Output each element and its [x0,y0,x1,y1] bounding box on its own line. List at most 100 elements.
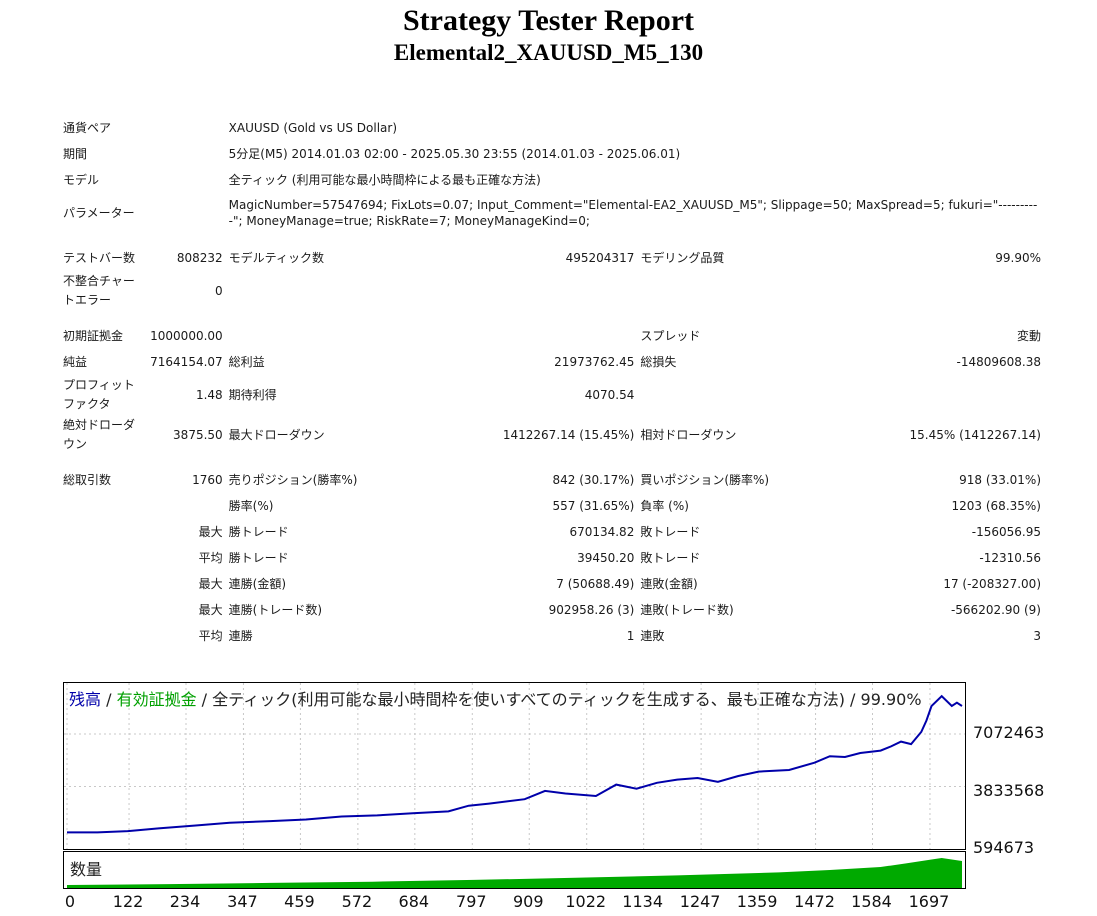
x-tick-label: 122 [112,892,144,911]
row-bars: テストバー数 808232 モデルティック数 495204317 モデリング品質… [60,245,1044,271]
deposit-label: 初期証拠金 [63,328,124,343]
net-label: 純益 [63,354,88,369]
row-avg-cons: 平均 連勝 1 連敗 3 [60,623,1044,649]
cons-loss-trades-label: 連敗(トレード数) [640,602,734,617]
cons-win-label: 連勝(金額) [228,576,287,591]
expected-label: 期待利得 [228,387,277,402]
row-model: モデル 全ティック (利用可能な最小時間枠による最も正確な方法) [60,167,1044,193]
pair-value: XAUUSD (Gold vs US Dollar) [228,120,398,135]
avg-cons-loss-label: 連敗 [640,628,665,643]
x-tick-label: 797 [456,892,487,911]
x-tick-label: 1134 [622,892,664,911]
y-tick-label: 594673 [973,838,1035,857]
model-value: 全ティック (利用可能な最小時間枠による最も正確な方法) [228,172,541,187]
x-tick-label: 1472 [794,892,835,911]
spread-value: 変動 [1016,328,1041,343]
period-value: 5分足(M5) 2014.01.03 02:00 - 2025.05.30 23… [228,146,681,161]
legend-separator: / [101,690,117,709]
row-drawdown: 絶対ドローダウン 3875.50 最大ドローダウン 1412267.14 (15… [60,415,1044,455]
abs-dd-label: 絶対ドローダウン [63,418,136,451]
row-largest: 最大 勝トレード 670134.82 敗トレード -156056.95 [60,519,1044,545]
volume-chart: 数量 [63,851,966,889]
x-tick-label: 1359 [736,892,778,911]
row-average: 平均 勝トレード 39450.20 敗トレード -12310.56 [60,545,1044,571]
bars-value: 808232 [176,250,223,265]
balance-chart-svg [64,683,965,849]
cons-loss-label: 連敗(金額) [640,576,698,591]
legend-balance: 残高 [69,690,102,709]
balance-line [67,694,963,834]
pf-label: プロフィットファクタ [63,378,135,411]
max-word: 最大 [198,524,223,539]
loss-label: 負率 (%) [640,498,689,513]
max-dd-value: 1412267.14 (15.45%) [502,427,635,442]
largest-loss-value: -156056.95 [971,524,1041,539]
max-word: 最大 [198,602,223,617]
report-title: Strategy Tester Report [402,4,695,37]
largest-loss-label: 敗トレード [640,524,701,539]
avg-win-value: 39450.20 [577,550,635,565]
gross-profit-value: 21973762.45 [554,354,635,369]
x-tick-label: 1584 [851,892,892,911]
row-deposit: 初期証拠金 1000000.00 スプレッド 変動 [60,323,1044,349]
short-label: 売りポジション(勝率%) [228,472,358,487]
volume-label: 数量 [70,860,103,879]
x-tick-label: 1247 [679,892,721,911]
quality-label: モデリング品質 [640,250,725,265]
x-tick-label: 684 [398,892,430,911]
short-value: 842 (30.17%) [552,472,635,487]
param-label: パラメーター [63,205,135,220]
row-params: パラメーター MagicNumber=57547694; FixLots=0.0… [60,193,1044,233]
bars-label: テストバー数 [63,250,136,265]
max-word: 最大 [198,576,223,591]
trades-label: 総取引数 [63,472,112,487]
x-tick-label: 347 [227,892,258,911]
legend-separator: / [196,690,213,709]
ticks-value: 495204317 [565,250,635,265]
cons-win-trades-label: 連勝(トレード数) [228,602,323,617]
legend-equity: 有効証拠金 [116,690,197,709]
x-tick-label: 1022 [565,892,607,911]
chart-legend: 残高 / 有効証拠金 / 全ティック(利用可能な最小時間枠を使いすべてのティック… [69,686,922,710]
model-label: モデル [63,172,100,187]
spread-label: スプレッド [640,328,701,343]
long-value: 918 (33.01%) [959,472,1041,487]
avg-cons-loss-value: 3 [1033,628,1041,643]
legend-model: 全ティック(利用可能な最小時間枠を使いすべてのティックを生成する、最も正確な方法… [212,690,922,709]
row-cons-trades: 最大 連勝(トレード数) 902958.26 (3) 連敗(トレード数) -56… [60,597,1044,623]
trades-value: 1760 [192,472,223,487]
avg-cons-win-value: 1 [626,628,635,643]
win-label: 勝率(%) [228,498,274,513]
loss-value: 1203 (68.35%) [951,498,1041,513]
mismatch-label: 不整合チャートエラー [63,274,135,307]
y-tick-label: 7072463 [973,723,1045,742]
row-pair: 通貨ペア XAUUSD (Gold vs US Dollar) [60,115,1044,141]
y-tick-label: 3833568 [973,781,1045,800]
period-label: 期間 [63,146,88,161]
max-dd-label: 最大ドローダウン [228,427,325,442]
net-value: 7164154.07 [150,354,223,369]
row-winrate: 勝率(%) 557 (31.65%) 負率 (%) 1203 (68.35%) [60,493,1044,519]
ticks-label: モデルティック数 [228,250,324,265]
x-tick-label: 909 [512,892,544,911]
quality-value: 99.90% [995,250,1041,265]
report-subtitle: Elemental2_XAUUSD_M5_130 [393,40,704,65]
row-net: 純益 7164154.07 総利益 21973762.45 総損失 -14809… [60,349,1044,375]
expected-value: 4070.54 [584,387,635,402]
cons-loss-trades-value: -566202.90 (9) [950,602,1041,617]
cons-win-value: 7 (50688.49) [556,576,635,591]
gross-loss-value: -14809608.38 [956,354,1042,369]
long-label: 買いポジション(勝率%) [640,472,770,487]
x-tick-label: 234 [169,892,201,911]
pf-value: 1.48 [195,387,223,402]
cons-loss-value: 17 (-208327.00) [943,576,1041,591]
x-tick-label: 1697 [908,892,950,911]
x-tick-label: 572 [341,892,373,911]
avg-word: 平均 [198,628,223,643]
win-value: 557 (31.65%) [552,498,635,513]
row-pf: プロフィットファクタ 1.48 期待利得 4070.54 [60,375,1044,415]
rel-dd-label: 相対ドローダウン [640,427,737,442]
avg-win-label: 勝トレード [228,550,289,565]
avg-loss-value: -12310.56 [979,550,1041,565]
pair-label: 通貨ペア [63,120,112,135]
